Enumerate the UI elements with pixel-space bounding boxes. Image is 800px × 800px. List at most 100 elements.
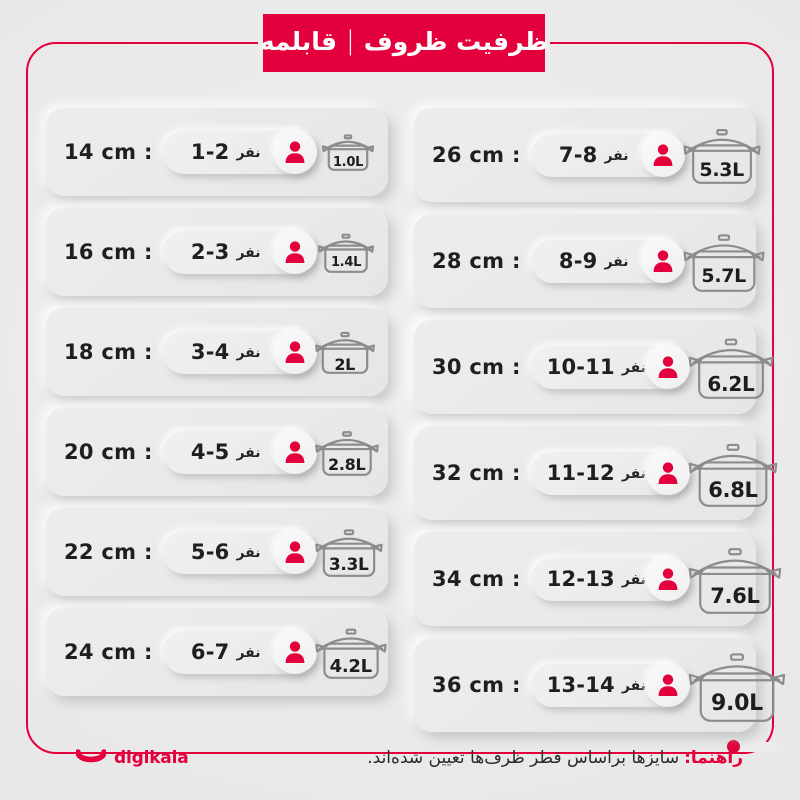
digikala-wordmark: digikala [114, 748, 189, 768]
serving-unit-label: نفر [604, 148, 629, 164]
person-icon-glyph [658, 462, 678, 484]
pot-icon: 5.3L [683, 125, 761, 185]
serving-count-label: 4-5 [190, 439, 230, 464]
person-icon-glyph [653, 250, 673, 272]
pot-volume-label: 9.0L [711, 690, 763, 716]
pot-volume-label: 5.7L [701, 265, 746, 288]
capacity-grid: 14 cm : نفر 1-2 1.0L 16 cm : نفر 2-3 [46, 108, 786, 732]
person-icon-glyph [285, 141, 305, 163]
serving-unit-label: نفر [236, 245, 261, 261]
pot-diameter-label: 28 cm : [432, 249, 521, 273]
serving-pill: نفر 11-12 [530, 451, 690, 495]
capacity-row: 32 cm : نفر 11-12 6.8L [414, 426, 778, 520]
person-icon [272, 630, 317, 674]
serving-pill: نفر 1-2 [162, 130, 317, 174]
serving-unit-label: نفر [621, 360, 646, 376]
footer-note-body: سایزها براساس قطر ظرف‌ها تعیین شده‌اند. [367, 748, 680, 768]
serving-pill: نفر 2-3 [162, 230, 317, 274]
person-icon-glyph [653, 144, 673, 166]
serving-pill: نفر 6-7 [162, 630, 317, 674]
serving-count-label: 10-11 [546, 354, 615, 379]
pot-icon: 6.8L [688, 439, 778, 508]
capacity-row: 24 cm : نفر 6-7 4.2L [46, 608, 388, 696]
capacity-row: 34 cm : نفر 12-13 7.6L [414, 532, 782, 626]
pot-icon: 2.8L [314, 428, 379, 477]
pot-volume-label: 5.3L [699, 159, 744, 181]
person-icon-glyph [285, 441, 305, 463]
capacity-row: 26 cm : نفر 7-8 5.3L [414, 108, 761, 202]
pot-diameter-label: 20 cm : [64, 440, 153, 464]
pot-icon: 3.3L [314, 526, 383, 578]
left-column: 14 cm : نفر 1-2 1.0L 16 cm : نفر 2-3 [46, 108, 388, 732]
pot-volume-label: 6.2L [707, 371, 755, 396]
pot-diameter-label: 24 cm : [64, 640, 153, 664]
pot-volume-label: 2.8L [328, 454, 366, 474]
pot-diameter-label: 32 cm : [432, 461, 521, 485]
pot-diameter-label: 14 cm : [64, 140, 153, 164]
capacity-row: 16 cm : نفر 2-3 1.4L [46, 208, 388, 296]
person-icon-glyph [658, 568, 678, 590]
person-icon-glyph [285, 341, 305, 363]
capacity-row: 22 cm : نفر 5-6 3.3L [46, 508, 388, 596]
pot-volume-label: 1.0L [332, 155, 364, 170]
footer: راهنما: سایزها براساس قطر ظرف‌ها تعیین ش… [0, 736, 800, 780]
pot-diameter-label: 18 cm : [64, 340, 153, 364]
pot-volume-label: 6.8L [708, 477, 758, 502]
header-separator: | [345, 26, 355, 56]
pot-icon: 5.7L [683, 230, 765, 293]
person-icon [645, 557, 690, 601]
serving-count-label: 5-6 [190, 539, 230, 564]
person-icon [645, 345, 690, 389]
digikala-smile-icon [76, 749, 106, 763]
serving-unit-label: نفر [604, 254, 629, 270]
person-icon-glyph [658, 356, 678, 378]
person-icon-glyph [285, 641, 305, 663]
serving-count-label: 11-12 [546, 460, 615, 485]
pot-diameter-label: 26 cm : [432, 143, 521, 167]
serving-unit-label: نفر [236, 645, 261, 661]
right-column: 26 cm : نفر 7-8 5.3L 28 cm : نفر 8-9 [414, 108, 786, 732]
serving-pill: نفر 7-8 [530, 133, 685, 177]
serving-pill: نفر 13-14 [530, 663, 690, 707]
serving-unit-label: نفر [621, 678, 646, 694]
capacity-row: 14 cm : نفر 1-2 1.0L [46, 108, 388, 196]
header-title-right: ظرفیت ظروف [363, 27, 549, 56]
pot-icon: 6.2L [688, 334, 774, 400]
pot-volume-label: 7.6L [710, 584, 760, 609]
person-icon [272, 430, 317, 474]
header-banner: ظرفیت ظروف | قابلمه [260, 14, 548, 72]
serving-count-label: 1-2 [190, 139, 230, 164]
person-icon-glyph [658, 674, 678, 696]
person-icon [272, 130, 317, 174]
pot-volume-label: 4.2L [329, 655, 372, 677]
pot-icon: 4.2L [315, 625, 387, 680]
serving-pill: نفر 5-6 [162, 530, 317, 574]
serving-pill: نفر 8-9 [530, 239, 685, 283]
footer-note: راهنما: سایزها براساس قطر ظرف‌ها تعیین ش… [367, 748, 743, 768]
pot-icon: 1.0L [321, 132, 375, 172]
pot-diameter-label: 30 cm : [432, 355, 521, 379]
serving-pill: نفر 10-11 [530, 345, 690, 389]
serving-unit-label: نفر [236, 545, 261, 561]
serving-unit-label: نفر [236, 445, 261, 461]
person-icon-glyph [285, 241, 305, 263]
person-icon [645, 663, 690, 707]
pot-diameter-label: 22 cm : [64, 540, 153, 564]
serving-pill: نفر 4-5 [162, 430, 317, 474]
person-icon [640, 133, 685, 177]
capacity-row: 28 cm : نفر 8-9 5.7L [414, 214, 765, 308]
frame-bottom-gap [735, 742, 777, 752]
serving-pill: نفر 12-13 [530, 557, 690, 601]
pot-icon: 7.6L [688, 543, 782, 615]
serving-count-label: 6-7 [190, 639, 230, 664]
serving-unit-label: نفر [236, 145, 261, 161]
person-icon [272, 330, 317, 374]
capacity-row: 36 cm : نفر 13-14 9.0L [414, 638, 786, 732]
person-icon-glyph [285, 541, 305, 563]
digikala-logo: digikala [76, 748, 189, 768]
person-icon [272, 230, 317, 274]
person-icon [645, 451, 690, 495]
person-icon [272, 530, 317, 574]
serving-count-label: 12-13 [546, 566, 615, 591]
serving-unit-label: نفر [621, 572, 646, 588]
